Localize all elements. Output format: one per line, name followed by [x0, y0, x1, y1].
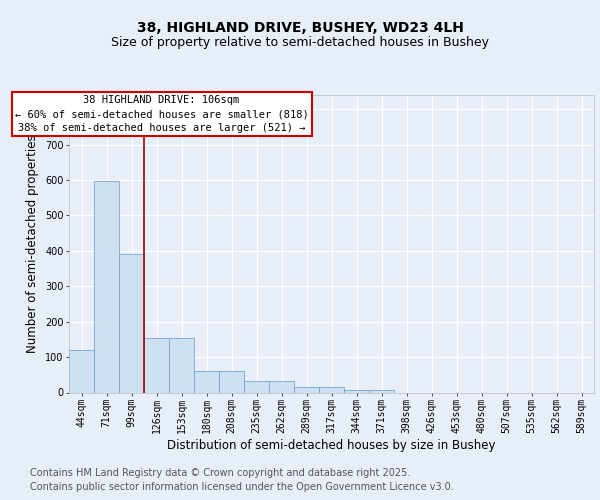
Bar: [244, 381, 269, 392]
Bar: [344, 390, 369, 392]
Bar: [144, 338, 169, 392]
Text: 38, HIGHLAND DRIVE, BUSHEY, WD23 4LH: 38, HIGHLAND DRIVE, BUSHEY, WD23 4LH: [137, 20, 463, 34]
Bar: [219, 371, 244, 392]
Bar: [194, 371, 219, 392]
Bar: [369, 390, 394, 392]
Bar: [169, 338, 194, 392]
Text: 38 HIGHLAND DRIVE: 106sqm
← 60% of semi-detached houses are smaller (818)
38% of: 38 HIGHLAND DRIVE: 106sqm ← 60% of semi-…: [14, 95, 308, 133]
Bar: [269, 381, 294, 392]
Text: Contains public sector information licensed under the Open Government Licence v3: Contains public sector information licen…: [30, 482, 454, 492]
Bar: [294, 387, 319, 392]
Text: Size of property relative to semi-detached houses in Bushey: Size of property relative to semi-detach…: [111, 36, 489, 49]
Bar: [69, 350, 94, 393]
Text: Contains HM Land Registry data © Crown copyright and database right 2025.: Contains HM Land Registry data © Crown c…: [30, 468, 410, 477]
Y-axis label: Number of semi-detached properties: Number of semi-detached properties: [26, 134, 40, 353]
Bar: [94, 181, 119, 392]
Bar: [119, 254, 144, 392]
Bar: [319, 387, 344, 392]
X-axis label: Distribution of semi-detached houses by size in Bushey: Distribution of semi-detached houses by …: [167, 439, 496, 452]
